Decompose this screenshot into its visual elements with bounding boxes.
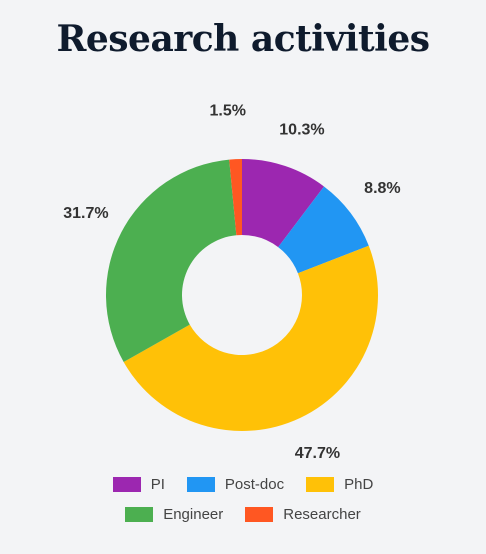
slice-phd[interactable] xyxy=(123,245,379,431)
legend-item-engineer[interactable]: Engineer xyxy=(125,506,223,523)
slice-post-doc[interactable] xyxy=(278,186,369,274)
data-label-pi: 10.3% xyxy=(279,121,324,138)
legend-label-engineer: Engineer xyxy=(163,506,224,523)
slice-researcher[interactable] xyxy=(229,159,242,236)
legend-label-researcher: Researcher xyxy=(283,506,361,523)
chart-title: Research activities xyxy=(56,18,430,60)
legend-swatch-researcher xyxy=(245,507,274,522)
legend-label-pi: PI xyxy=(150,476,165,493)
legend-swatch-phd xyxy=(306,477,335,492)
legend-item-post-doc[interactable]: Post-doc xyxy=(186,476,285,493)
legend-item-researcher[interactable]: Researcher xyxy=(245,506,361,523)
legend-swatch-engineer xyxy=(125,507,154,522)
legend-row-2: Engineer Researcher xyxy=(0,506,486,523)
legend-label-phd: PhD xyxy=(344,476,374,493)
data-label-post-doc: 8.8% xyxy=(364,180,400,197)
legend-row-1: PI Post-doc PhD xyxy=(0,476,486,493)
legend-item-phd[interactable]: PhD xyxy=(306,476,373,493)
legend-item-pi[interactable]: PI xyxy=(112,476,165,493)
data-label-engineer: 31.7% xyxy=(63,205,108,222)
data-label-phd: 47.7% xyxy=(295,445,340,462)
slice-pi[interactable] xyxy=(242,159,324,248)
legend-swatch-pi xyxy=(112,477,141,492)
legend-swatch-post-doc xyxy=(186,477,215,492)
legend-label-post-doc: Post-doc xyxy=(224,476,285,493)
data-label-researcher: 1.5% xyxy=(209,102,245,119)
slice-engineer[interactable] xyxy=(106,159,237,363)
